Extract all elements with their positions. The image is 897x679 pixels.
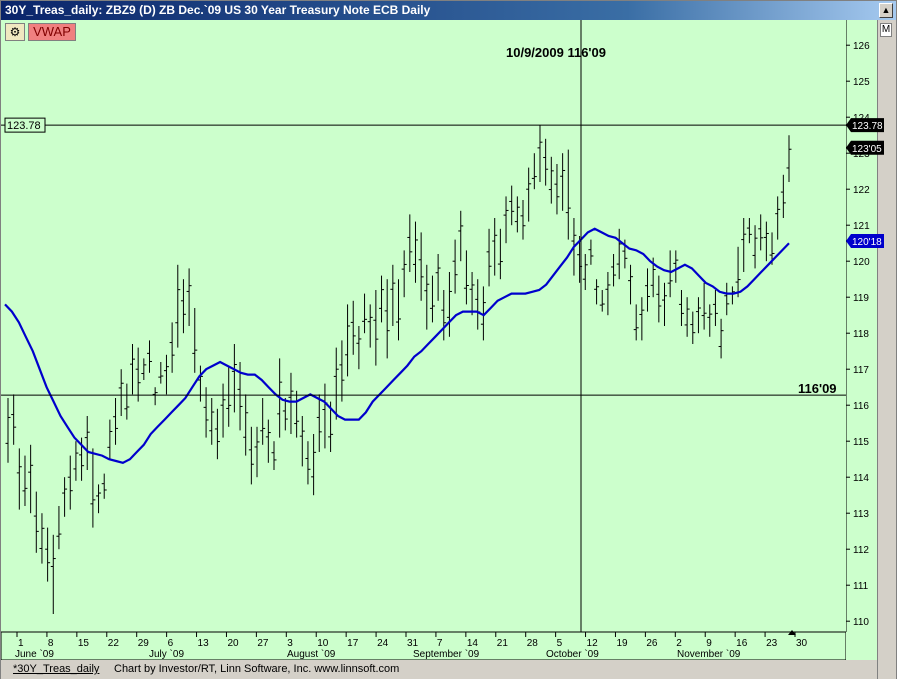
date-tick-label: 17 — [347, 638, 359, 649]
last-price-tag: 123'05 — [852, 144, 882, 155]
date-tick-label: 19 — [616, 638, 628, 649]
date-tick-label: 5 — [557, 638, 563, 649]
date-tick-label: 30 — [796, 638, 808, 649]
date-tick-label: 26 — [646, 638, 658, 649]
date-tick-label: 28 — [527, 638, 539, 649]
price-tick-label: 120 — [853, 257, 870, 268]
hline-value-box — [4, 117, 46, 133]
last-price-tag-box — [846, 140, 884, 155]
date-tick-label: 16 — [736, 638, 748, 649]
current-date-marker — [788, 630, 796, 635]
date-tick-label: 24 — [377, 638, 389, 649]
price-tick-label: 115 — [853, 437, 869, 448]
date-tick-label: 23 — [766, 638, 778, 649]
price-tick-label: 111 — [853, 581, 869, 592]
m-button[interactable]: M — [880, 23, 892, 37]
date-tick-label: 13 — [198, 638, 210, 649]
price-axis: 110 111 112 113 114 115 116 117 118 119 120 121 122 1… — [846, 20, 884, 660]
date-tick-label: 21 — [497, 638, 509, 649]
date-tick-label: 3 — [287, 638, 293, 649]
plot-area[interactable]: 123.78 10/9/2009 116'09 116'09 1 8 15 22 29 6 13 2… — [1, 20, 846, 660]
month-label: October `09 — [546, 648, 599, 660]
price-tick-label: 121 — [853, 221, 870, 232]
gear-icon[interactable]: ⚙ — [5, 23, 25, 41]
date-tick-label: 1 — [18, 638, 24, 649]
chart-credit: Chart by Investor/RT, Linn Software, Inc… — [114, 663, 400, 675]
month-label: June `09 — [15, 648, 54, 660]
price-tick-label: 112 — [853, 545, 869, 556]
month-label: September `09 — [413, 648, 480, 660]
hline-value-tag-box — [846, 118, 884, 133]
price-tick-label: 125 — [853, 77, 870, 88]
price-tick-label: 114 — [853, 473, 869, 484]
hline-value-tag: 123.78 — [852, 121, 883, 132]
date-tick-label: 9 — [706, 638, 712, 649]
date-tick-label: 15 — [78, 638, 90, 649]
date-tick-label: 27 — [257, 638, 269, 649]
date-tick-label: 22 — [108, 638, 120, 649]
date-tick-label: 8 — [48, 638, 54, 649]
month-label: July `09 — [149, 648, 184, 660]
crosshair-price-label: 116'09 — [798, 381, 837, 396]
hline-value-label: 123.78 — [7, 120, 41, 132]
month-label: November `09 — [677, 648, 741, 660]
window-title: 30Y_Treas_daily: ZBZ9 (D) ZB Dec.`09 US … — [1, 1, 896, 20]
right-scroll-strip — [877, 20, 896, 679]
date-tick-label: 31 — [407, 638, 419, 649]
date-tick-label: 10 — [317, 638, 329, 649]
date-tick-label: 2 — [676, 638, 682, 649]
window-scroll-up-button[interactable]: ▲ — [879, 3, 893, 18]
month-label: August `09 — [287, 648, 336, 660]
price-tick-label: 117 — [853, 365, 869, 376]
date-tick-label: 29 — [138, 638, 150, 649]
price-tick-label: 119 — [853, 293, 869, 304]
date-tick-label: 7 — [437, 638, 443, 649]
price-tick-label: 118 — [853, 329, 869, 340]
date-tick-label: 6 — [168, 638, 174, 649]
date-tick-label: 20 — [227, 638, 239, 649]
price-tick-label: 122 — [853, 185, 870, 196]
status-bar: *30Y_Treas_daily Chart by Investor/RT, L… — [1, 660, 877, 679]
price-tick-label: 113 — [853, 509, 869, 520]
price-tick-label: 126 — [853, 41, 870, 52]
chart-name-link[interactable]: *30Y_Treas_daily — [13, 663, 100, 675]
ma-value-tag-box — [846, 234, 884, 249]
date-tick-label: 12 — [587, 638, 599, 649]
ma-value-tag: 120'18 — [852, 237, 882, 248]
moving-average-line — [4, 227, 790, 464]
date-tick-label: 14 — [467, 638, 479, 649]
price-tick-label: 110 — [853, 617, 869, 628]
price-tick-label: 116 — [853, 401, 869, 412]
crosshair-readout: 10/9/2009 116'09 — [506, 45, 606, 60]
vwap-button[interactable]: VWAP — [28, 23, 76, 41]
